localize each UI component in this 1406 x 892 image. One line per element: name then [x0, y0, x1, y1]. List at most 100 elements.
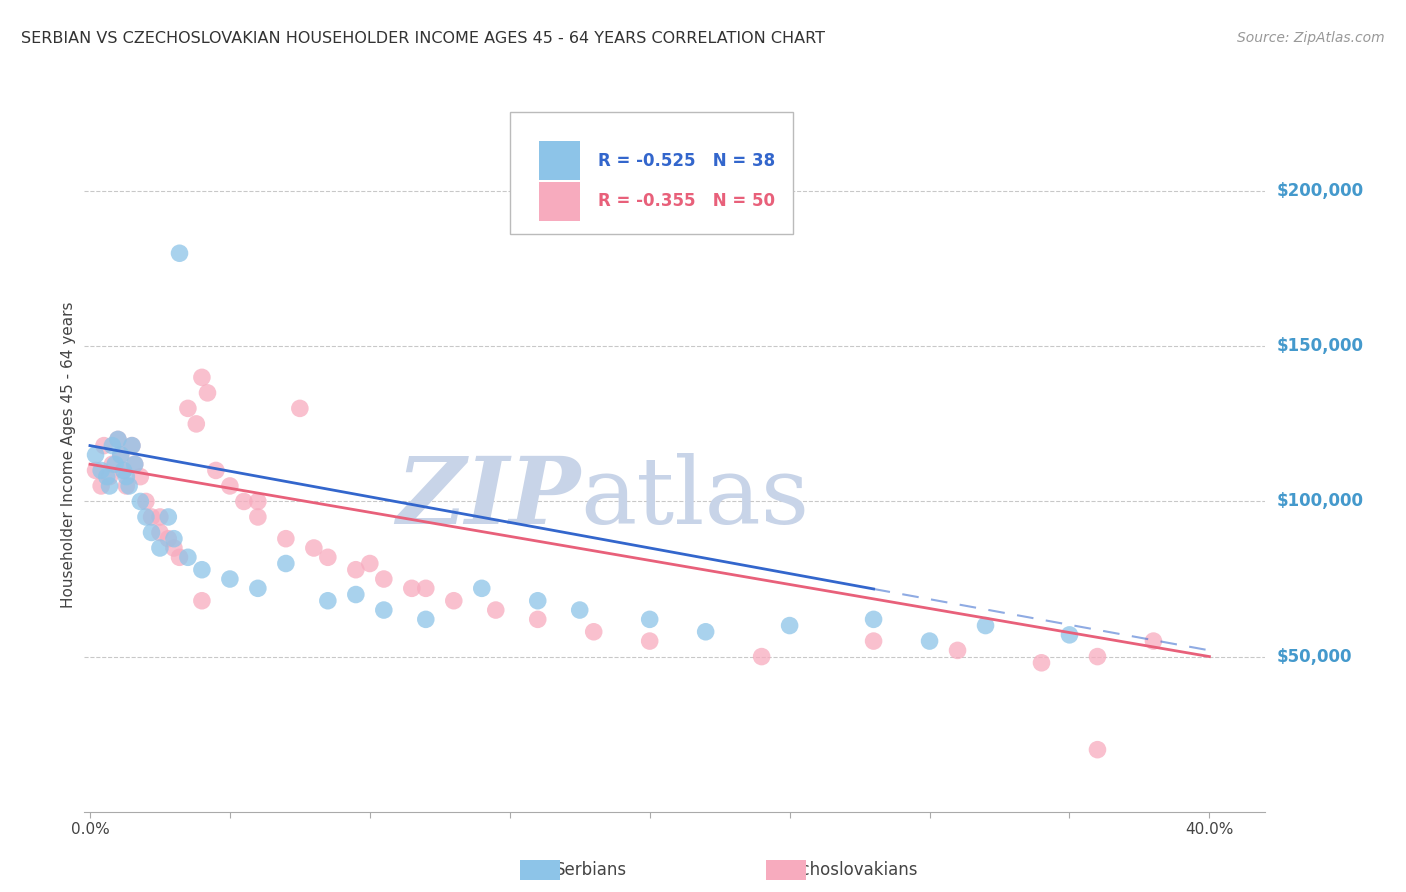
Point [104, 457, 127, 471]
Point [98, 469, 121, 483]
Point [779, 618, 801, 632]
Point [149, 541, 172, 555]
Point [526, 612, 548, 626]
Text: Source: ZipAtlas.com: Source: ZipAtlas.com [1237, 31, 1385, 45]
Point [90, 479, 112, 493]
Point [415, 612, 437, 626]
Point [373, 603, 395, 617]
Point [232, 494, 254, 508]
Point [135, 510, 157, 524]
Point [1031, 656, 1053, 670]
Point [316, 550, 339, 565]
Point [246, 494, 269, 508]
Text: SERBIAN VS CZECHOSLOVAKIAN HOUSEHOLDER INCOME AGES 45 - 64 YEARS CORRELATION CHA: SERBIAN VS CZECHOSLOVAKIAN HOUSEHOLDER I… [21, 31, 825, 46]
Point [169, 246, 191, 260]
Point [274, 557, 297, 571]
Point [112, 463, 135, 477]
Point [124, 457, 146, 471]
Point [288, 401, 311, 416]
Point [186, 417, 208, 431]
Point [115, 479, 138, 493]
Point [96, 469, 118, 483]
Point [101, 439, 124, 453]
Text: atlas: atlas [581, 453, 810, 542]
Point [316, 593, 339, 607]
Y-axis label: Householder Income Ages 45 - 64 years: Householder Income Ages 45 - 64 years [60, 301, 76, 608]
Point [862, 634, 884, 648]
Text: ZIP: ZIP [396, 453, 581, 542]
Point [110, 448, 132, 462]
Point [112, 463, 135, 477]
Point [90, 463, 112, 477]
Point [149, 510, 172, 524]
Text: R = -0.355   N = 50: R = -0.355 N = 50 [598, 193, 775, 211]
Point [149, 525, 172, 540]
Point [101, 457, 124, 471]
Point [1087, 649, 1109, 664]
Point [141, 525, 163, 540]
Point [582, 624, 605, 639]
FancyBboxPatch shape [538, 141, 581, 180]
Text: $200,000: $200,000 [1277, 182, 1364, 200]
Point [219, 479, 242, 493]
Point [157, 510, 180, 524]
Point [107, 433, 129, 447]
Point [344, 563, 367, 577]
Point [526, 593, 548, 607]
Text: R = -0.525   N = 38: R = -0.525 N = 38 [598, 152, 775, 169]
Point [93, 439, 115, 453]
Point [274, 532, 297, 546]
Point [169, 550, 191, 565]
Point [918, 634, 941, 648]
Point [121, 439, 143, 453]
Point [84, 463, 107, 477]
Text: $100,000: $100,000 [1277, 492, 1364, 510]
Point [344, 588, 367, 602]
FancyBboxPatch shape [538, 182, 581, 221]
Text: Czechoslovakians: Czechoslovakians [770, 861, 917, 879]
Point [124, 457, 146, 471]
Point [638, 634, 661, 648]
Point [1087, 742, 1109, 756]
Point [177, 401, 200, 416]
FancyBboxPatch shape [509, 112, 793, 234]
Point [471, 582, 494, 596]
Point [141, 510, 163, 524]
Point [129, 469, 152, 483]
Point [191, 593, 214, 607]
Point [177, 550, 200, 565]
Point [205, 463, 228, 477]
Point [197, 385, 219, 400]
Point [401, 582, 423, 596]
Point [191, 563, 214, 577]
Point [157, 532, 180, 546]
Point [115, 469, 138, 483]
Point [946, 643, 969, 657]
Point [695, 624, 717, 639]
Point [302, 541, 325, 555]
Point [246, 582, 269, 596]
Point [974, 618, 997, 632]
Point [373, 572, 395, 586]
Point [129, 494, 152, 508]
Point [98, 479, 121, 493]
Point [121, 439, 143, 453]
Point [1059, 628, 1081, 642]
Point [135, 494, 157, 508]
Point [485, 603, 508, 617]
Point [1142, 634, 1164, 648]
Point [862, 612, 884, 626]
Point [163, 541, 186, 555]
Point [415, 582, 437, 596]
Point [84, 448, 107, 462]
Text: $150,000: $150,000 [1277, 337, 1364, 355]
Point [246, 510, 269, 524]
Point [163, 532, 186, 546]
Point [118, 479, 141, 493]
Text: Serbians: Serbians [554, 861, 627, 879]
Point [107, 433, 129, 447]
Point [638, 612, 661, 626]
Point [191, 370, 214, 384]
Text: $50,000: $50,000 [1277, 648, 1353, 665]
Point [751, 649, 773, 664]
